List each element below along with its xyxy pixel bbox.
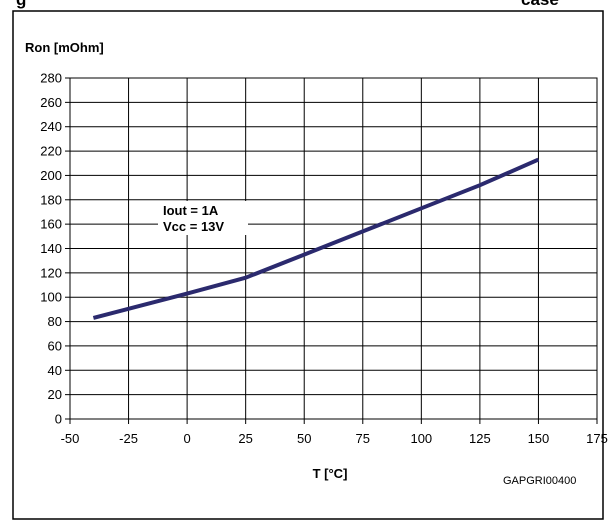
y-tick-label: 100 (40, 290, 62, 305)
x-tick-label: 125 (469, 431, 491, 446)
x-tick-label: 0 (183, 431, 190, 446)
y-tick-label: 220 (40, 144, 62, 159)
y-tick-label: 120 (40, 265, 62, 280)
annotation-iout: Iout = 1A (163, 203, 219, 218)
x-tick-label: -25 (119, 431, 138, 446)
grid (69, 77, 598, 420)
y-axis-title: Ron [mOhm] (25, 40, 104, 55)
annotation-background (158, 201, 248, 235)
header-fragment-left: g (16, 0, 26, 9)
annotation-vcc: Vcc = 13V (163, 219, 224, 234)
y-tick-label: 140 (40, 241, 62, 256)
series-group (92, 157, 540, 320)
y-tick-labels: 0 20 40 60 80 100 120 140 160 180 200 220 240 260 280 (40, 71, 70, 427)
y-tick-label: 180 (40, 192, 62, 207)
y-tick-label: 240 (40, 119, 62, 134)
y-tick-label: 20 (48, 387, 62, 402)
y-tick-label: 0 (55, 412, 62, 427)
y-tick-label: 60 (48, 338, 62, 353)
x-tick-label: 25 (238, 431, 252, 446)
x-tick-label: 175 (586, 431, 608, 446)
y-tick-label: 80 (48, 314, 62, 329)
y-tick-label: 160 (40, 217, 62, 232)
figure-frame (12, 10, 604, 520)
y-tick-label: 260 (40, 95, 62, 110)
x-tick-label: 75 (356, 431, 370, 446)
x-tick-label: 50 (297, 431, 311, 446)
y-tick-label: 280 (40, 71, 62, 86)
figure-code: GAPGRI00400 (503, 475, 576, 487)
y-tick-label: 200 (40, 168, 62, 183)
x-tick-label: 150 (528, 431, 550, 446)
x-tick-label: 100 (410, 431, 432, 446)
series-line-0 (92, 157, 540, 320)
y-tick-label: 40 (48, 363, 62, 378)
x-tick-label: -50 (61, 431, 80, 446)
plot-area-border (69, 77, 598, 420)
x-axis-title: T [°C] (313, 466, 348, 481)
header-fragment-right: case (521, 0, 559, 9)
x-tick-labels: -50 -25 0 25 50 75 100 125 150 175 (61, 419, 608, 446)
